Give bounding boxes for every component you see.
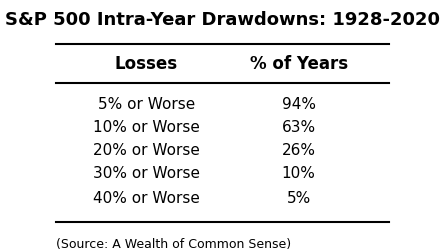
Text: 20% or Worse: 20% or Worse (93, 142, 200, 157)
Text: 5%: 5% (287, 190, 311, 205)
Text: 10% or Worse: 10% or Worse (93, 119, 200, 135)
Text: % of Years: % of Years (250, 54, 348, 72)
Text: 63%: 63% (282, 119, 316, 135)
Text: (Source: A Wealth of Common Sense): (Source: A Wealth of Common Sense) (56, 237, 291, 249)
Text: 10%: 10% (282, 165, 316, 180)
Text: Losses: Losses (115, 54, 178, 72)
Text: 40% or Worse: 40% or Worse (93, 190, 200, 205)
Text: 94%: 94% (282, 97, 316, 112)
Text: S&P 500 Intra-Year Drawdowns: 1928-2020: S&P 500 Intra-Year Drawdowns: 1928-2020 (5, 11, 440, 29)
Text: 30% or Worse: 30% or Worse (93, 165, 200, 180)
Text: 26%: 26% (282, 142, 316, 157)
Text: 5% or Worse: 5% or Worse (97, 97, 195, 112)
